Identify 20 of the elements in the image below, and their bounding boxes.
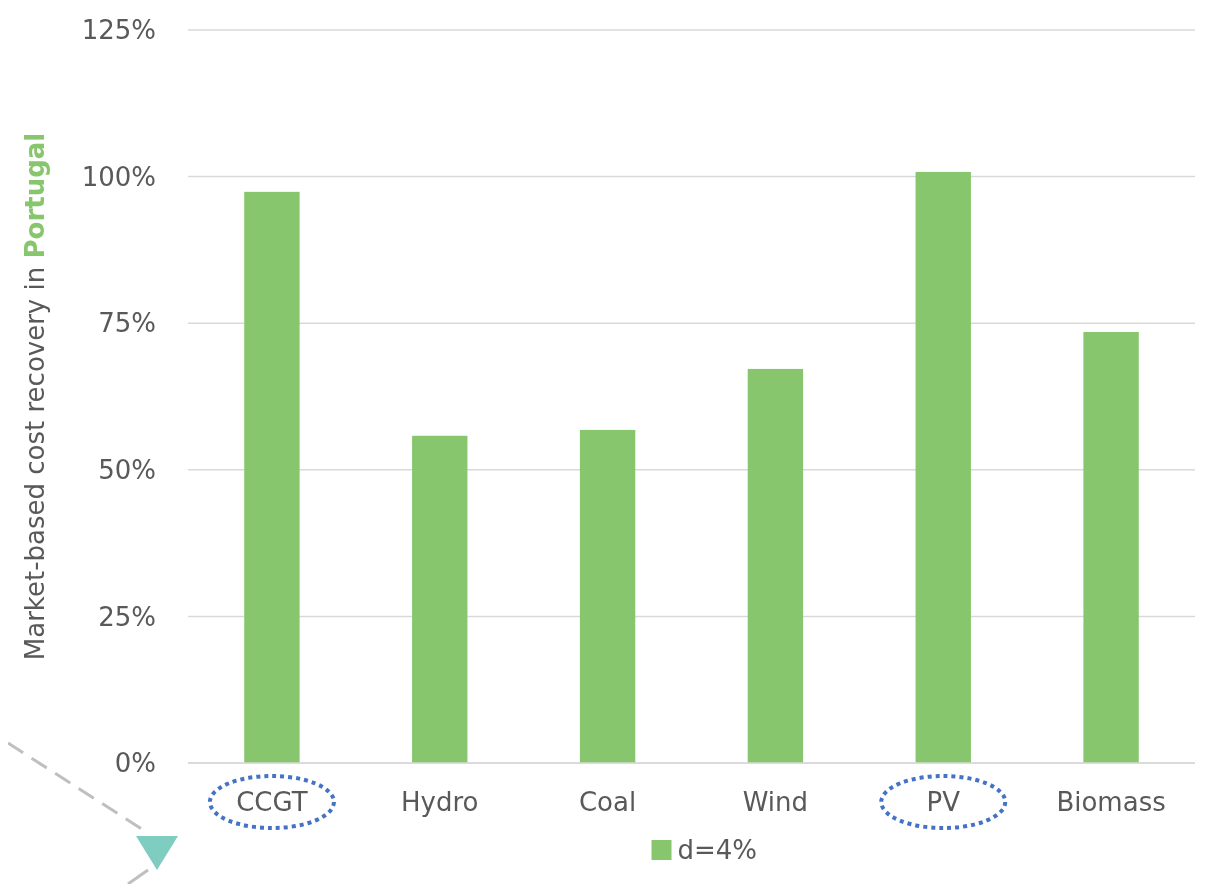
bar <box>579 429 636 763</box>
y-tick-label: 75% <box>98 308 156 339</box>
x-tick-label: PV <box>926 787 961 817</box>
y-axis-title: Market-based cost recovery in Portugal <box>20 132 50 661</box>
x-tick-label: Biomass <box>1056 787 1166 817</box>
y-tick-label: 100% <box>81 161 156 192</box>
y-tick-label: 0% <box>114 748 156 779</box>
y-tick-label: 50% <box>98 454 156 485</box>
bar <box>412 435 468 763</box>
legend-label: d=4% <box>677 835 758 865</box>
x-tick-label: Coal <box>578 787 637 817</box>
bar <box>1083 332 1139 763</box>
y-tick-label: 25% <box>98 601 156 632</box>
bar <box>244 191 300 763</box>
bar <box>915 171 971 763</box>
y-tick-label: 125% <box>81 15 156 46</box>
x-tick-label: Wind <box>742 787 809 817</box>
x-tick-label: CCGT <box>236 787 308 817</box>
x-tick-label: Hydro <box>401 787 479 817</box>
bar <box>747 368 804 763</box>
